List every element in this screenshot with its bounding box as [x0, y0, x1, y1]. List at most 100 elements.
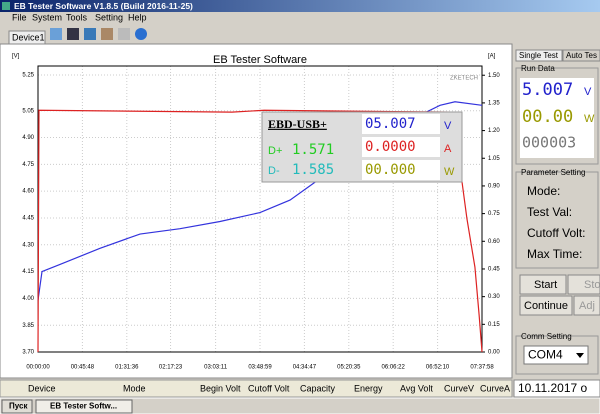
y-tick-label: 4.60: [22, 189, 34, 195]
y-tick-label: 4.15: [22, 269, 34, 275]
y2-tick-label: 1.35: [488, 100, 500, 106]
x-tick-label: 00:00:00: [26, 365, 50, 371]
dplus-value: 1.571: [292, 142, 334, 158]
tab[interactable]: [562, 49, 600, 62]
window-title: EB Tester Software V1.8.5 (Build 2016-11…: [14, 1, 193, 11]
x-tick-label: 03:03:11: [204, 365, 228, 371]
run-voltage: 5.007: [522, 80, 573, 100]
y2-tick-label: 0.45: [488, 267, 500, 273]
task-button[interactable]: [35, 399, 133, 414]
button[interactable]: [519, 274, 567, 295]
param-label: Max Time:: [527, 247, 582, 261]
app-icon: [2, 2, 10, 10]
button-label: Start: [534, 279, 557, 291]
chart-area: [0, 43, 513, 379]
chart-title: EB Tester Software: [213, 54, 307, 66]
voltage-unit: V: [444, 120, 452, 132]
y2-axis-label: [A]: [488, 54, 496, 60]
button[interactable]: [567, 274, 600, 295]
y2-tick-label: 1.05: [488, 156, 500, 162]
task-label: EB Tester Softw...: [50, 402, 117, 411]
menu-item[interactable]: File: [12, 12, 27, 22]
column-header: Device: [28, 383, 56, 393]
x-tick-label: 06:52:10: [426, 365, 450, 371]
y2-tick-label: 0.30: [488, 294, 500, 300]
y-tick-label: 3.85: [22, 323, 34, 329]
tool-icon[interactable]: [67, 28, 79, 40]
group-box: [515, 335, 599, 375]
run-time: 000003: [522, 134, 576, 152]
menu-item[interactable]: Tools: [66, 12, 88, 22]
x-tick-label: 00:45:48: [71, 365, 95, 371]
column-header: Cutoff Volt: [248, 383, 290, 393]
x-tick-label: 02:17:23: [159, 365, 183, 371]
port-select[interactable]: [523, 345, 589, 365]
y2-tick-label: 0.60: [488, 239, 500, 245]
y-tick-label: 4.75: [22, 162, 34, 168]
tool-icon[interactable]: [84, 28, 96, 40]
column-header: Mode: [123, 383, 146, 393]
y2-tick-label: 0.15: [488, 322, 500, 328]
column-header: CurveV: [444, 383, 474, 393]
param-label: Test Val:: [527, 205, 572, 219]
lcd-panel: [520, 78, 594, 158]
voltage-value: 05.007: [365, 116, 416, 132]
x-tick-label: 07:37:58: [470, 365, 494, 371]
toolbar: [0, 24, 600, 44]
param-label: Cutoff Volt:: [527, 226, 585, 240]
x-tick-label: 04:34:47: [293, 365, 317, 371]
current-unit: A: [444, 143, 452, 155]
start-button[interactable]: [1, 399, 33, 414]
watermark: ZKETECH: [450, 76, 478, 82]
column-header: CurveA: [480, 383, 510, 393]
y-tick-label: 4.30: [22, 242, 34, 248]
power-value: 00.000: [365, 162, 416, 178]
menu-item[interactable]: Setting: [95, 12, 123, 22]
y-tick-label: 5.25: [22, 73, 34, 79]
column-header: Capacity: [300, 383, 336, 393]
y2-tick-label: 0.90: [488, 184, 500, 190]
button[interactable]: [519, 295, 573, 316]
run-power: 00.00: [522, 107, 573, 127]
button-label: Continue: [524, 300, 568, 312]
menu-item[interactable]: Help: [128, 12, 147, 22]
param-label: Mode:: [527, 184, 560, 198]
tab[interactable]: [515, 49, 563, 62]
x-tick-label: 01:31:36: [115, 365, 139, 371]
y2-tick-label: 0.75: [488, 211, 500, 217]
run-power-unit: W: [584, 113, 595, 125]
lcd-cell: [362, 160, 440, 180]
dminus-value: 1.585: [292, 162, 334, 178]
dplus-label: D+: [268, 145, 282, 157]
group-box: [515, 171, 599, 269]
y-tick-label: 4.90: [22, 135, 34, 141]
y2-tick-label: 0.00: [488, 350, 500, 356]
y2-tick-label: 1.50: [488, 73, 500, 79]
info-icon[interactable]: [135, 28, 147, 40]
y-tick-label: 4.00: [22, 296, 34, 302]
port-value: COM4: [528, 348, 563, 362]
tool-icon[interactable]: [118, 28, 130, 40]
run-voltage-unit: V: [584, 86, 592, 98]
menu-item[interactable]: System: [32, 12, 62, 22]
x-tick-label: 06:06:22: [382, 365, 406, 371]
lcd-cell: [362, 137, 440, 157]
button-label: Adj: [579, 300, 595, 312]
x-tick-label: 03:48:59: [248, 365, 272, 371]
tool-icon[interactable]: [50, 28, 62, 40]
group-box: [515, 67, 599, 165]
dminus-label: D-: [268, 165, 280, 177]
column-header: Begin Volt: [200, 383, 241, 393]
group-title: Run Data: [521, 64, 555, 73]
y-axis-label: [V]: [12, 54, 20, 60]
button[interactable]: [573, 295, 600, 316]
tool-icon[interactable]: [101, 28, 113, 40]
table-header: [0, 379, 513, 398]
current-value: 0.0000: [365, 139, 416, 155]
group-title: Parameter Setting: [521, 168, 585, 177]
lcd-cell: [362, 114, 440, 134]
tab-label: Single Test: [519, 51, 559, 60]
tab-label: Auto Tes: [566, 51, 597, 60]
model: EBD-USB+: [268, 117, 327, 131]
